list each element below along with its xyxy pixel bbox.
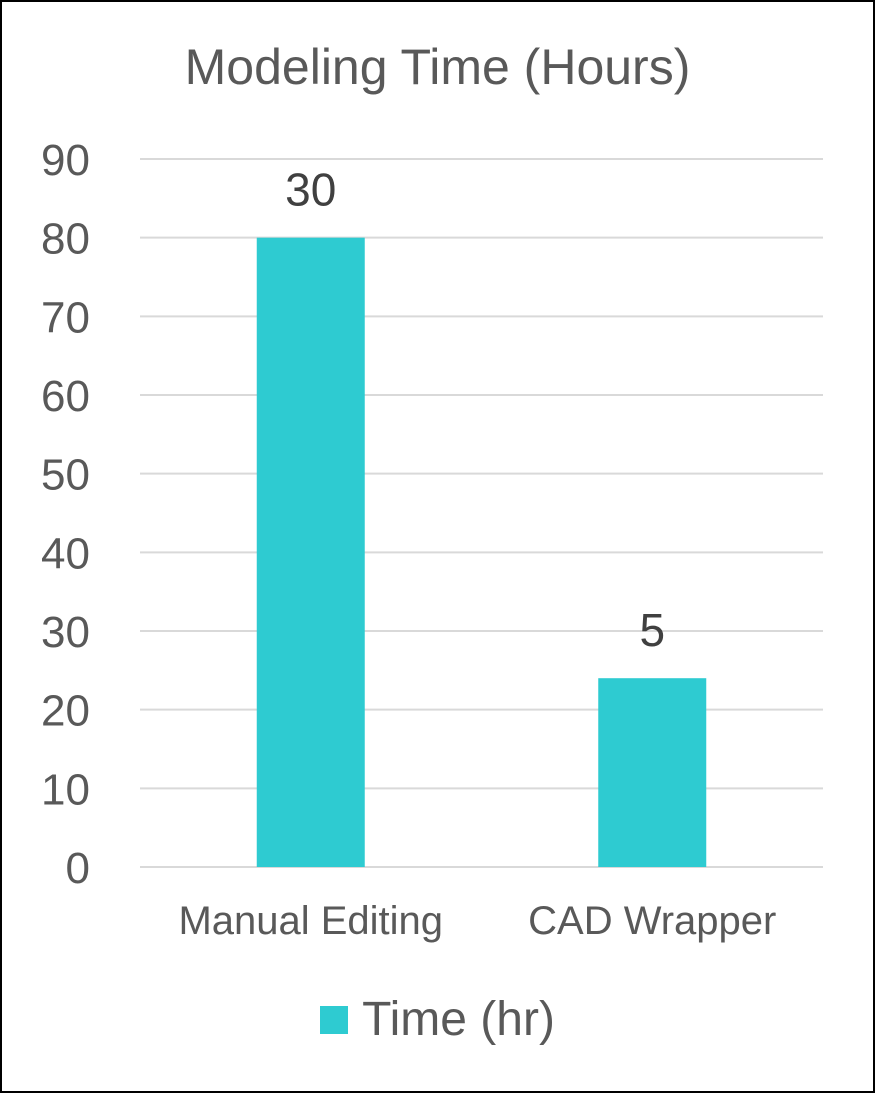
y-tick-label: 50: [41, 451, 90, 500]
legend-swatch: [320, 1005, 349, 1034]
y-tick-label: 60: [41, 372, 90, 421]
y-tick-label: 30: [41, 608, 90, 657]
bar: [256, 237, 365, 867]
legend: Time (hr): [0, 992, 875, 1047]
y-tick-label: 40: [41, 529, 90, 578]
bar: [598, 678, 707, 867]
chart-title: Modeling Time (Hours): [184, 39, 691, 95]
y-tick-label: 70: [41, 293, 90, 342]
y-tick-label: 10: [41, 765, 90, 814]
data-label: 30: [285, 164, 336, 216]
x-tick-label: Manual Editing: [178, 899, 443, 943]
legend-label: Time (hr): [362, 993, 555, 1046]
y-tick-label: 80: [41, 215, 90, 264]
y-tick-label: 90: [41, 136, 90, 185]
y-tick-label: 20: [41, 687, 90, 736]
y-tick-label: 0: [66, 844, 90, 893]
x-tick-label: CAD Wrapper: [528, 899, 776, 943]
data-label: 5: [639, 604, 665, 656]
